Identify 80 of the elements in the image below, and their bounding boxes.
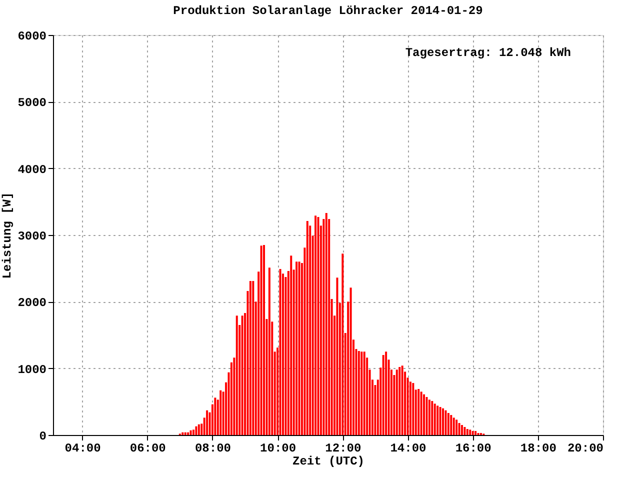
bar bbox=[290, 256, 292, 435]
bar bbox=[442, 408, 444, 435]
bar bbox=[249, 281, 252, 435]
bar bbox=[431, 401, 434, 435]
bar bbox=[452, 418, 455, 435]
bar bbox=[385, 352, 388, 435]
bar bbox=[268, 268, 270, 435]
bar bbox=[436, 406, 439, 435]
bar bbox=[350, 288, 352, 435]
bar bbox=[469, 430, 472, 435]
bar bbox=[396, 370, 398, 435]
bar bbox=[358, 351, 360, 435]
y-tick-label: 4000 bbox=[18, 162, 46, 177]
bar bbox=[260, 246, 262, 435]
chart-title: Produktion Solaranlage Löhracker 2014-01-29 bbox=[173, 4, 483, 18]
bar bbox=[398, 367, 401, 435]
x-tick-label: 16:00 bbox=[455, 442, 492, 456]
bar bbox=[401, 366, 404, 435]
bar bbox=[472, 431, 474, 435]
x-tick-label: 12:00 bbox=[325, 442, 362, 456]
y-tick-label: 2000 bbox=[18, 296, 46, 310]
bar bbox=[450, 415, 452, 435]
y-tick-label: 1000 bbox=[18, 362, 46, 377]
bar bbox=[192, 430, 194, 435]
bar bbox=[434, 404, 436, 435]
bar bbox=[195, 426, 198, 435]
bar bbox=[198, 424, 200, 435]
bar bbox=[187, 432, 190, 435]
bar bbox=[426, 397, 428, 435]
bar bbox=[184, 432, 186, 435]
bar bbox=[325, 213, 328, 435]
bar bbox=[220, 390, 222, 435]
bar bbox=[464, 427, 466, 435]
x-tick-label: 20:00 bbox=[567, 442, 604, 456]
bar bbox=[241, 316, 244, 435]
x-tick-label: 18:00 bbox=[520, 442, 556, 456]
x-axis-title: Zeit (UTC) bbox=[292, 454, 365, 468]
y-tick-label: 3000 bbox=[18, 230, 46, 244]
bar bbox=[252, 281, 254, 435]
bar bbox=[423, 394, 426, 435]
bar bbox=[466, 429, 468, 435]
bar bbox=[298, 262, 300, 435]
bar bbox=[412, 383, 414, 435]
bar bbox=[360, 352, 363, 435]
x-tick-label: 14:00 bbox=[390, 442, 426, 456]
bar bbox=[444, 410, 447, 435]
bar bbox=[439, 407, 442, 435]
bar bbox=[458, 423, 460, 435]
x-tick-label: 04:00 bbox=[64, 442, 101, 456]
y-axis-title: Leistung [W] bbox=[0, 192, 15, 279]
bar bbox=[236, 316, 238, 435]
annotation: Tagesertrag: 12.048 kWh bbox=[405, 46, 571, 60]
bar bbox=[342, 254, 344, 435]
bar bbox=[428, 400, 430, 435]
bar bbox=[447, 413, 450, 435]
y-tick-label: 6000 bbox=[18, 30, 46, 44]
bar bbox=[262, 245, 265, 435]
y-tick-label: 5000 bbox=[18, 96, 46, 110]
bar bbox=[363, 352, 366, 435]
bar bbox=[279, 269, 282, 435]
bar bbox=[306, 221, 308, 435]
bar bbox=[382, 355, 384, 435]
bar bbox=[190, 430, 192, 435]
bar bbox=[420, 392, 422, 435]
bar bbox=[296, 262, 298, 435]
y-tick-label: 0 bbox=[39, 430, 46, 444]
bar bbox=[474, 431, 477, 435]
bar bbox=[336, 278, 338, 435]
x-tick-label: 06:00 bbox=[130, 442, 166, 456]
bar bbox=[418, 389, 420, 435]
x-tick-label: 10:00 bbox=[260, 442, 296, 456]
bar bbox=[182, 432, 184, 435]
bar bbox=[206, 410, 208, 435]
bar bbox=[317, 217, 320, 435]
x-tick-label: 08:00 bbox=[194, 442, 231, 456]
bar bbox=[409, 382, 412, 435]
bar bbox=[456, 420, 458, 435]
bar bbox=[314, 216, 317, 435]
bar bbox=[460, 425, 463, 435]
bar bbox=[214, 398, 216, 435]
